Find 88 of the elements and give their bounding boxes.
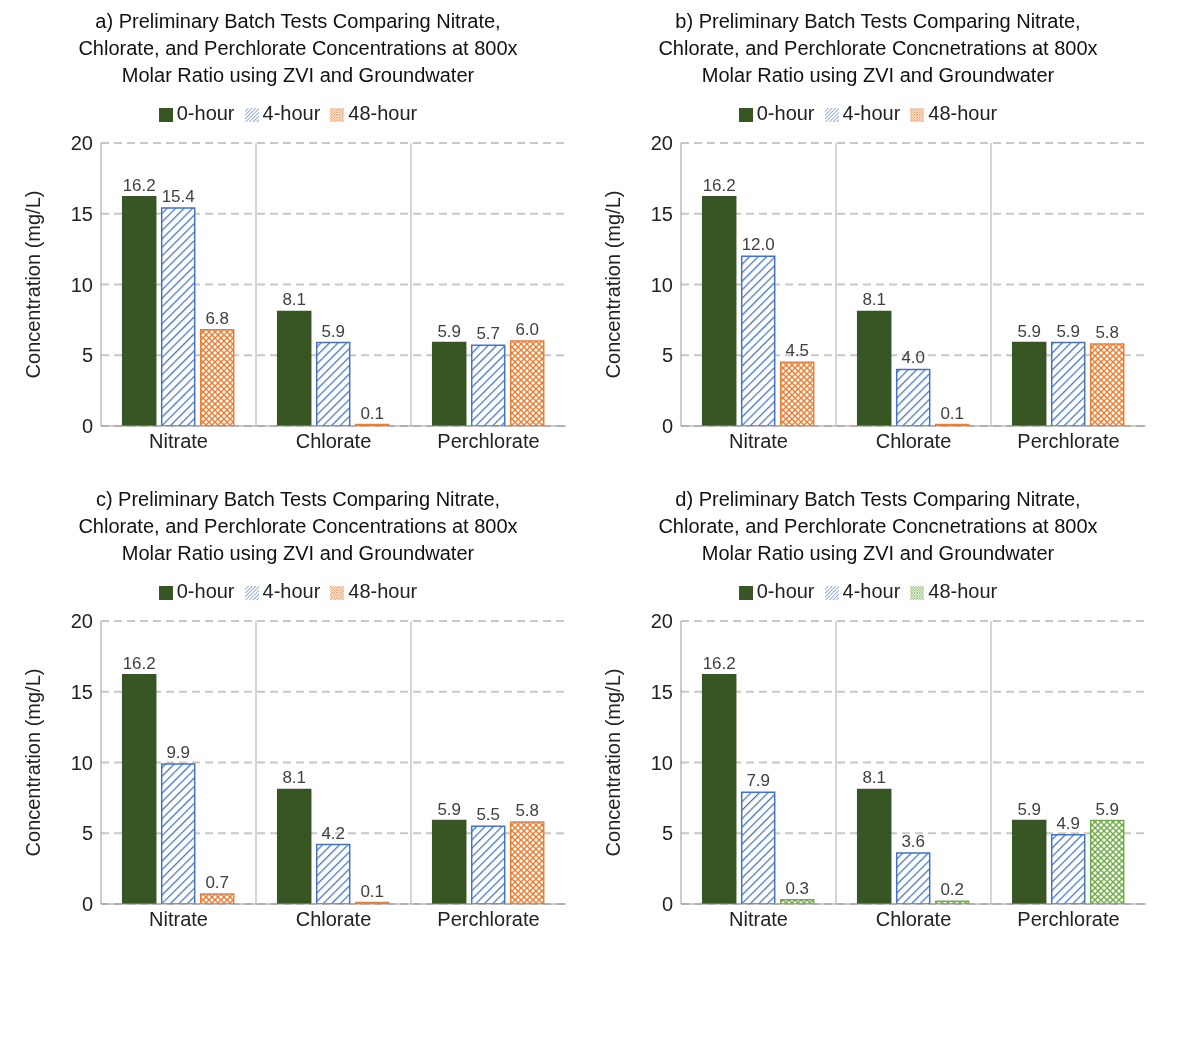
data-label: 7.9 (745, 771, 770, 791)
data-label: 0.2 (939, 880, 964, 900)
x-tick-label: Perchlorate (436, 908, 540, 931)
data-label: 5.7 (475, 324, 500, 344)
data-label: 0.1 (359, 403, 384, 423)
data-label: 0.1 (359, 881, 384, 901)
y-tick-label: 15 (650, 202, 673, 225)
data-label: 0.7 (204, 873, 229, 893)
y-tick-label: 20 (650, 610, 673, 633)
data-label: 6.0 (514, 320, 539, 340)
data-label: 8.1 (281, 290, 306, 310)
chart-title: a) Preliminary Batch Tests Comparing Nitrate, Chlorate, and Perchlorate Concentrations at 800x Molar Ratio using ZVI and Groundwater (77, 9, 519, 88)
y-tick-label: 10 (650, 751, 673, 774)
legend-label: 0-hour (756, 102, 815, 124)
data-label: 8.1 (281, 768, 306, 788)
y-tick-label: 0 (661, 893, 673, 916)
data-label: 9.9 (165, 742, 190, 762)
y-axis-title: Concentration (mg/L) (601, 190, 624, 379)
x-tick-label: Chlorate (295, 430, 371, 453)
data-label: 5.9 (320, 321, 345, 341)
data-label: 5.8 (1094, 322, 1119, 342)
chart-title: b) Preliminary Batch Tests Comparing Nitrate, Chlorate, and Perchlorate Concnetrations at 800x Molar Ratio using ZVI and Groundwater (657, 9, 1099, 88)
y-tick-label: 0 (81, 415, 93, 438)
legend-label: 4-hour (842, 580, 901, 602)
data-label: 4.5 (784, 341, 809, 361)
legend-label: 4-hour (842, 102, 901, 124)
data-label: 5.9 (1016, 799, 1041, 819)
x-tick-label: Nitrate (148, 430, 208, 453)
data-label: 4.0 (900, 348, 925, 368)
data-label: 3.6 (900, 832, 925, 852)
y-tick-label: 10 (70, 751, 93, 774)
data-label: 16.2 (122, 175, 156, 195)
legend-label: 48-hour (928, 102, 998, 124)
x-tick-label: Nitrate (728, 430, 788, 453)
legend-label: 0-hour (176, 102, 235, 124)
y-axis-title: Concentration (mg/L) (21, 190, 44, 379)
y-tick-label: 20 (650, 132, 673, 155)
y-tick-label: 5 (661, 822, 673, 845)
y-tick-label: 5 (661, 344, 673, 367)
y-axis-title: Concentration (mg/L) (21, 668, 44, 857)
data-label: 16.2 (122, 653, 156, 673)
legend-label: 0-hour (756, 580, 815, 602)
data-label: 0.1 (939, 403, 964, 423)
chart-title: c) Preliminary Batch Tests Comparing Nitrate, Chlorate, and Perchlorate Concentrations at 800x Molar Ratio using ZVI and Groundwater (77, 487, 519, 566)
data-label: 15.4 (161, 187, 195, 207)
y-tick-label: 15 (650, 680, 673, 703)
legend-label: 4-hour (262, 102, 321, 124)
data-label: 5.9 (1094, 799, 1119, 819)
y-tick-label: 15 (70, 680, 93, 703)
y-axis-title: Concentration (mg/L) (601, 668, 624, 857)
y-tick-label: 5 (81, 344, 93, 367)
y-tick-label: 5 (81, 822, 93, 845)
y-tick-label: 0 (81, 893, 93, 916)
data-label: 16.2 (702, 175, 736, 195)
y-tick-label: 20 (70, 132, 93, 155)
data-label: 5.9 (436, 799, 461, 819)
data-label: 5.8 (514, 800, 539, 820)
x-tick-label: Chlorate (875, 908, 951, 931)
x-tick-label: Nitrate (728, 908, 788, 931)
data-label: 8.1 (861, 768, 886, 788)
data-label: 4.2 (320, 823, 345, 843)
y-tick-label: 10 (650, 273, 673, 296)
x-tick-label: Perchlorate (436, 430, 540, 453)
data-label: 0.3 (784, 878, 809, 898)
x-tick-label: Chlorate (295, 908, 371, 931)
data-label: 5.9 (1016, 321, 1041, 341)
x-tick-label: Chlorate (875, 430, 951, 453)
data-label: 6.8 (204, 308, 229, 328)
data-label: 5.5 (475, 805, 500, 825)
data-label: 12.0 (741, 235, 775, 255)
legend-label: 48-hour (348, 102, 418, 124)
legend-label: 48-hour (928, 580, 998, 602)
data-label: 16.2 (702, 653, 736, 673)
x-tick-label: Nitrate (148, 908, 208, 931)
data-label: 4.9 (1055, 813, 1080, 833)
legend-label: 4-hour (262, 580, 321, 602)
legend-label: 0-hour (176, 580, 235, 602)
x-tick-label: Perchlorate (1016, 908, 1120, 931)
data-label: 5.9 (1055, 321, 1080, 341)
y-tick-label: 15 (70, 202, 93, 225)
x-tick-label: Perchlorate (1016, 430, 1120, 453)
data-label: 8.1 (861, 290, 886, 310)
chart-title: d) Preliminary Batch Tests Comparing Nitrate, Chlorate, and Perchlorate Concnetrations at 800x Molar Ratio using ZVI and Groundwater (657, 487, 1099, 566)
y-tick-label: 20 (70, 610, 93, 633)
data-label: 5.9 (436, 321, 461, 341)
legend-label: 48-hour (348, 580, 418, 602)
y-tick-label: 0 (661, 415, 673, 438)
y-tick-label: 10 (70, 273, 93, 296)
